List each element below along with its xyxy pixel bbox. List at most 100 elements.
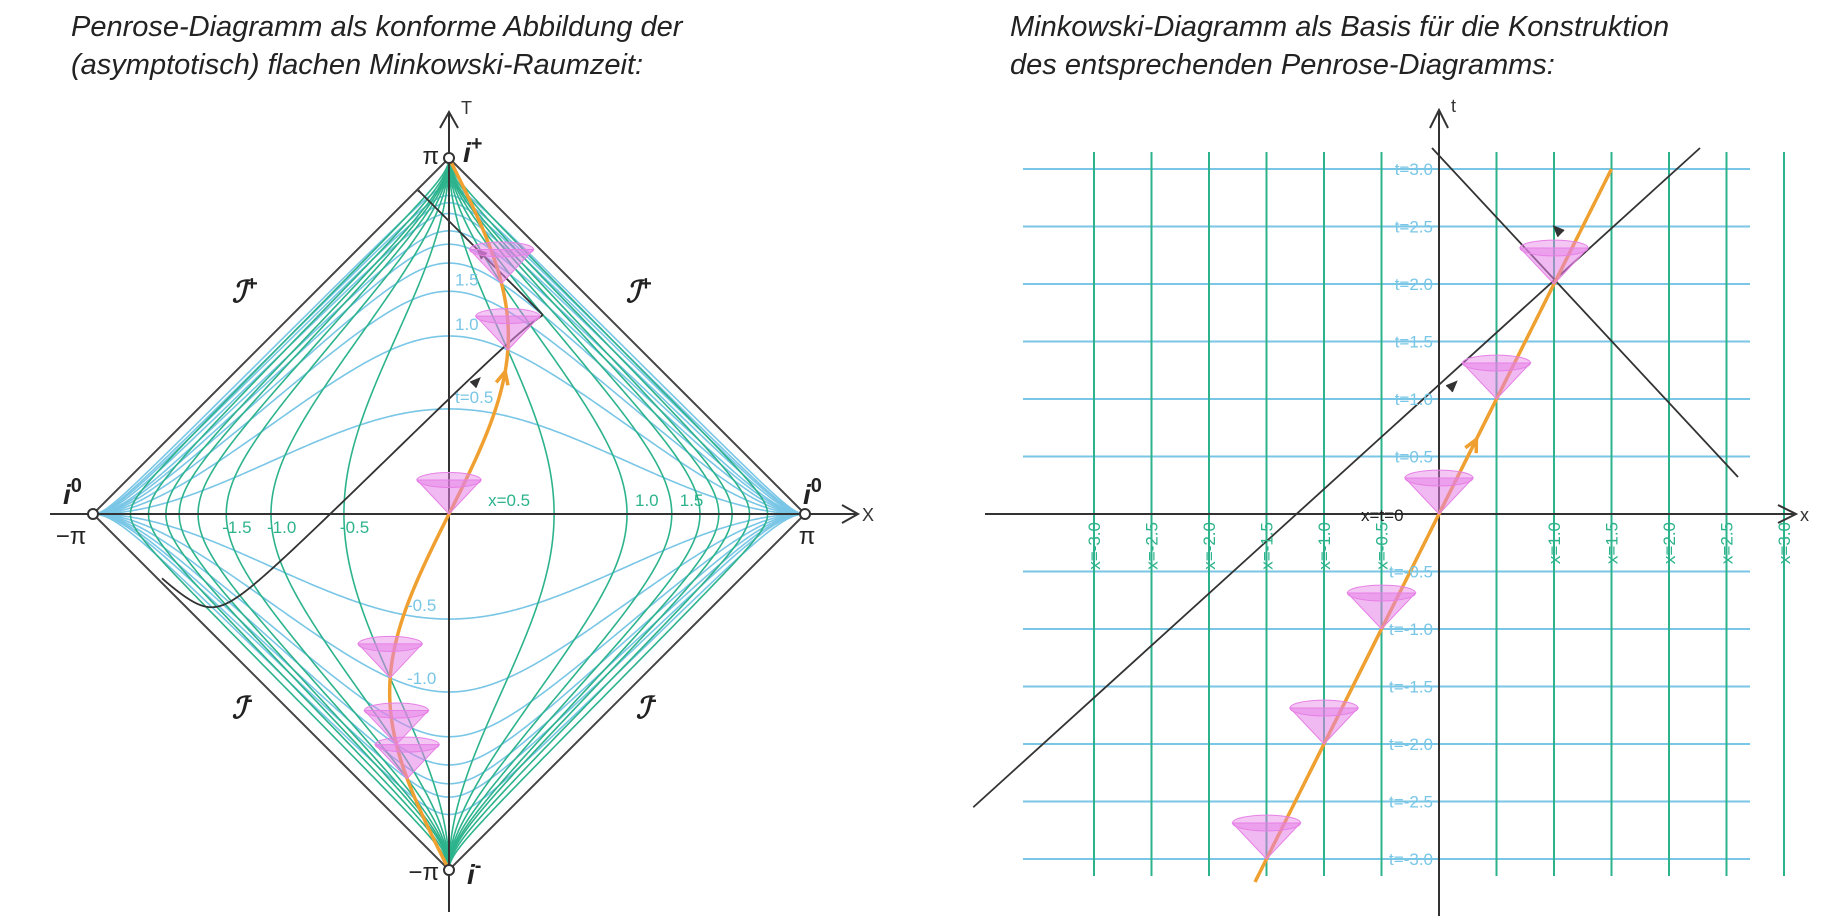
light-cone-rim <box>1519 239 1589 257</box>
minkowski-x-label: x=-0.5 <box>1373 522 1392 570</box>
penrose-x-label: -1.5 <box>222 518 251 537</box>
light-cone-rim <box>374 736 440 753</box>
penrose-pi-top: π <box>422 143 439 170</box>
penrose-light-cone <box>474 308 541 351</box>
penrose-t-labels: 1.5 1.0 t=0.5 -0.5 -1.0 <box>407 270 493 688</box>
minkowski-x-label: x=-2.0 <box>1200 522 1219 570</box>
penrose-i-minus-base: i <box>467 859 476 890</box>
penrose-corner-points <box>87 152 811 876</box>
penrose-t-label: 1.5 <box>455 270 479 289</box>
penrose-i-plus-base: i <box>463 137 472 168</box>
right-caption-line1: Minkowski-Diagramm als Basis für die Kon… <box>1010 11 1670 43</box>
minkowski-light-cone <box>1288 699 1360 745</box>
penrose-i-minus-label: i- <box>467 855 481 890</box>
light-cone-body <box>1288 707 1360 745</box>
penrose-scri-minus-right: ℐ- <box>636 689 657 725</box>
penrose-light-cone <box>468 241 535 285</box>
minkowski-t-label: t=1.0 <box>1395 390 1433 409</box>
minkowski-axis-t-label: t <box>1451 96 1456 116</box>
minkowski-x-labels: x=-3.0 x=-2.5 x=-2.0 x=-1.5 x=-1.0 x=-0.5 x=1.… <box>1085 522 1794 570</box>
penrose-i0-right-base: i <box>803 479 812 510</box>
light-cone-rim <box>357 635 423 652</box>
minkowski-worldline <box>1253 168 1614 883</box>
light-cone-body <box>363 710 430 746</box>
penrose-corner-point <box>443 864 455 876</box>
minkowski-t-label: t=-3.0 <box>1389 850 1433 869</box>
penrose-i0-left-sup: 0 <box>71 475 82 497</box>
minkowski-x-label: x=1.0 <box>1545 522 1564 564</box>
penrose-light-cone <box>373 736 441 780</box>
light-cone-rim <box>475 308 541 325</box>
minkowski-t-label: t=2.0 <box>1395 275 1433 294</box>
penrose-axis-T-label: T <box>461 98 472 118</box>
light-cone-rim <box>363 702 429 719</box>
right-caption-line2: des entsprechenden Penrose-Diagramms: <box>1010 49 1555 81</box>
minkowski-origin-label: x=t=0 <box>1361 506 1404 525</box>
minkowski-light-cone <box>1461 354 1532 400</box>
minkowski-t-label: t=-0.5 <box>1389 563 1433 582</box>
minkowski-t-label: t=2.5 <box>1395 218 1433 237</box>
light-cone-body <box>474 315 541 351</box>
minkowski-x-label: x=-2.5 <box>1143 522 1162 570</box>
penrose-pi-left: −π <box>56 523 87 550</box>
light-cone-body <box>1231 822 1302 860</box>
scri-minus-left-sup: - <box>246 689 253 711</box>
minkowski-light-cones <box>1231 239 1590 860</box>
penrose-light-cone <box>363 702 430 746</box>
scri-plus-right-sup: + <box>640 273 652 295</box>
penrose-axis-X-label: X <box>862 505 874 525</box>
penrose-ray-in <box>161 314 544 609</box>
penrose-t-label: t=0.5 <box>455 388 493 407</box>
light-cone-rim <box>1289 699 1359 717</box>
minkowski-x-arrow <box>1777 504 1799 524</box>
minkowski-light-cone <box>1518 239 1590 285</box>
left-caption-line1: Penrose-Diagramm als konforme Abbildung … <box>71 11 683 43</box>
minkowski-x-label: x=1.5 <box>1603 522 1622 564</box>
penrose-x-labels: x=0.5 1.0 1.5 -1.5 -1.0 -0.5 <box>222 491 703 537</box>
penrose-x-arrow <box>841 504 861 524</box>
light-cone-rim <box>469 241 535 258</box>
light-cone-rim <box>1462 354 1531 372</box>
light-cone-body <box>1403 477 1475 515</box>
penrose-diagram: 1.5 1.0 t=0.5 -0.5 -1.0 x=0.5 1.0 1.5 -1.5 -1.0 -… <box>50 98 874 912</box>
penrose-i0-right-sup: 0 <box>811 475 822 497</box>
minkowski-x-label: x=-1.5 <box>1258 522 1277 570</box>
penrose-scri-plus-right: ℐ+ <box>626 273 652 309</box>
minkowski-x-label: x=2.5 <box>1718 522 1737 564</box>
penrose-x-label: x=0.5 <box>488 491 530 510</box>
minkowski-x-label: x=-3.0 <box>1085 522 1104 570</box>
scri-plus-left-sup: + <box>246 273 258 295</box>
minkowski-t-label: t=-1.5 <box>1389 678 1433 697</box>
left-caption-line2: (asymptotisch) flachen Minkowski-Raumzei… <box>71 49 644 81</box>
penrose-pi-bottom: −π <box>408 859 439 886</box>
penrose-light-cones <box>357 241 541 780</box>
right-caption: Minkowski-Diagramm als Basis für die Kon… <box>1010 8 1790 84</box>
light-cone-body <box>357 643 424 679</box>
penrose-corner-point <box>799 508 811 520</box>
penrose-scri-minus-left: ℐ- <box>232 689 253 725</box>
light-cone-rim <box>416 472 482 488</box>
minkowski-t-label: t=1.5 <box>1395 333 1433 352</box>
penrose-i0-left-base: i <box>63 479 72 510</box>
penrose-corner-point <box>87 508 99 520</box>
left-caption: Penrose-Diagramm als konforme Abbildung … <box>71 8 831 84</box>
minkowski-t-label: t=-2.0 <box>1389 735 1433 754</box>
light-cone-body <box>373 744 441 780</box>
minkowski-diagram: t=3.0 t=2.5 t=2.0 t=1.5 t=1.0 t=0.5 t=-0.5 t=-1… <box>972 96 1809 916</box>
minkowski-x-label: x=-1.0 <box>1315 522 1334 570</box>
penrose-i-plus-label: i+ <box>463 133 482 168</box>
minkowski-ray-out <box>1431 147 1739 478</box>
penrose-t-label: -1.0 <box>407 669 436 688</box>
light-cone-body <box>1518 247 1590 285</box>
penrose-ray-out <box>417 189 544 316</box>
light-cone-body <box>1346 592 1417 630</box>
light-cone-rim <box>1404 469 1474 487</box>
minkowski-light-cone <box>1346 584 1417 630</box>
minkowski-ray-in-arrow <box>1445 380 1458 393</box>
penrose-scri-plus-left: ℐ+ <box>232 273 258 309</box>
minkowski-t-label: t=0.5 <box>1395 448 1433 467</box>
penrose-pi-right: π <box>799 523 816 550</box>
minkowski-t-label: t=3.0 <box>1395 160 1433 179</box>
minkowski-x-label: x=3.0 <box>1775 522 1794 564</box>
